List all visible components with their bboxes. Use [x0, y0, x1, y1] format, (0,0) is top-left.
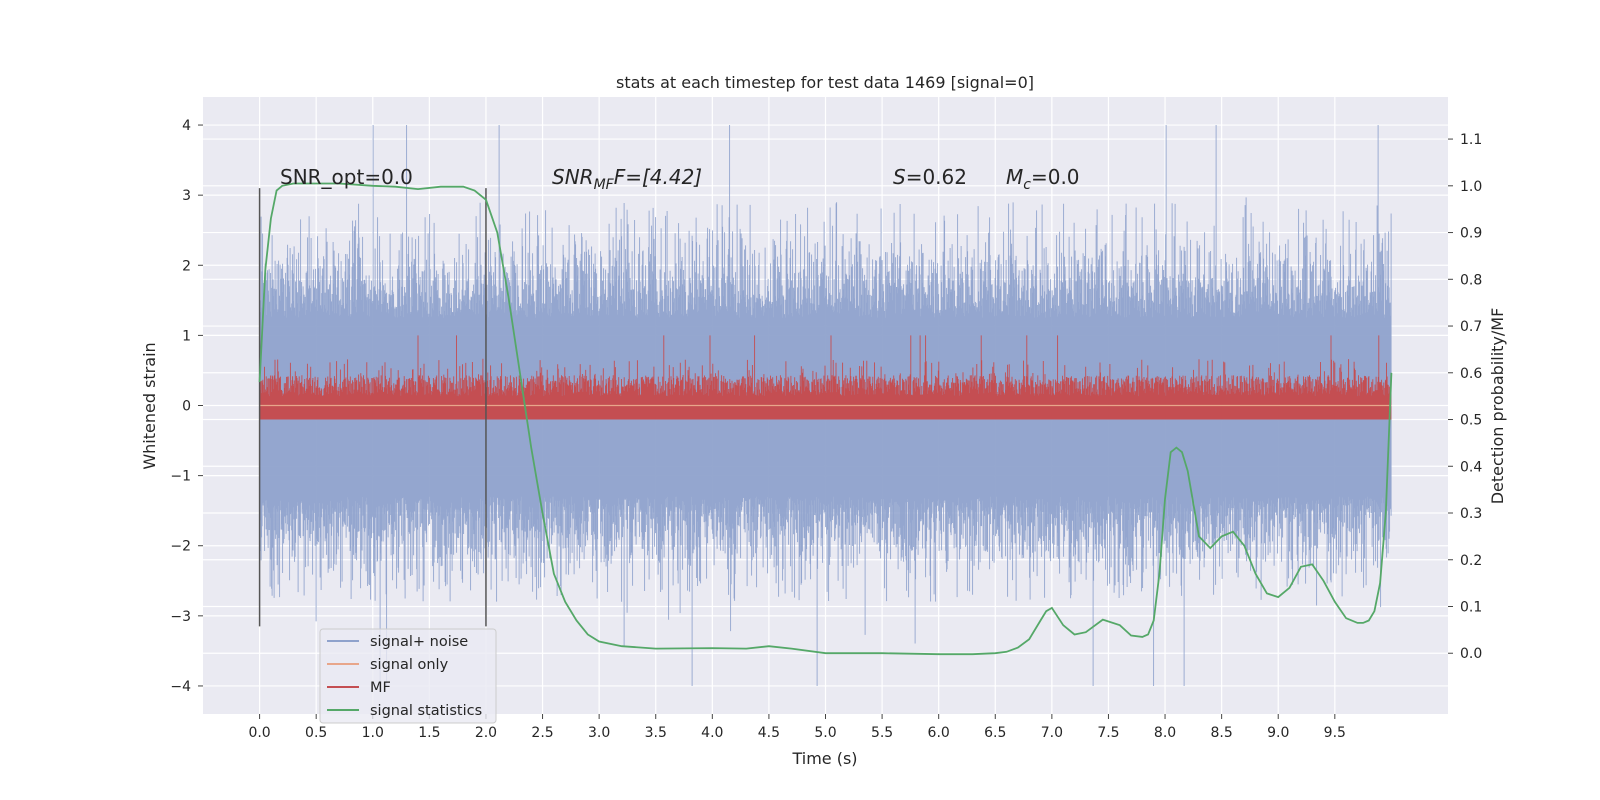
y-tick-label-1: 3 [182, 188, 191, 204]
x-tick-label-17: 8.5 [1211, 725, 1233, 741]
legend: signal+ noise signal only MF signal stat… [319, 628, 497, 724]
y-right-tick-label-3: 0.8 [1460, 272, 1482, 288]
mc-value: =0.0 [1031, 165, 1080, 189]
annotation-snr-opt: SNR_opt=0.0 [280, 165, 413, 189]
x-tick-label-14: 7.0 [1041, 725, 1063, 741]
annotation-snr-mf: SNRMFF=[4.42] [552, 165, 702, 193]
y-tick-label-0: 4 [182, 118, 191, 134]
annotation-mc: Mc=0.0 [1006, 165, 1080, 193]
x-tick-label-1: 0.5 [305, 725, 327, 741]
legend-label-mf: MF [370, 680, 391, 696]
x-tick-label-2: 1.0 [362, 725, 384, 741]
y-right-tick-label-4: 0.7 [1460, 319, 1482, 335]
y-right-tick-label-5: 0.6 [1460, 366, 1482, 382]
x-tick-label-15: 7.5 [1097, 725, 1119, 741]
x-tick-label-4: 2.0 [475, 725, 497, 741]
y-tick-label-3: 1 [182, 328, 191, 344]
s-label: S [893, 165, 906, 189]
y-right-tick-label-7: 0.4 [1460, 459, 1482, 475]
x-tick-label-12: 6.0 [928, 725, 950, 741]
legend-label-noise: signal+ noise [370, 634, 468, 650]
x-tick-label-7: 3.5 [645, 725, 667, 741]
chart-title: stats at each timestep for test data 146… [616, 73, 1034, 92]
x-tick-label-3: 1.5 [418, 725, 440, 741]
x-tick-label-18: 9.0 [1267, 725, 1289, 741]
y-right-tick-label-6: 0.5 [1460, 413, 1482, 429]
y-right-tick-label-1: 1.0 [1460, 179, 1482, 195]
x-tick-label-5: 2.5 [531, 725, 553, 741]
snr-mf-base: SNR [552, 165, 594, 189]
event-markers [258, 188, 487, 627]
x-tick-label-19: 9.5 [1324, 725, 1346, 741]
y-tick-label-5: −1 [170, 469, 191, 485]
y-tick-label-8: −4 [170, 679, 191, 695]
y-tick-label-6: −2 [170, 539, 191, 555]
x-tick-label-0: 0.0 [248, 725, 270, 741]
snr-mf-rest: F=[4.42] [614, 165, 702, 189]
x-axis-label: Time (s) [791, 749, 857, 768]
y-right-tick-label-2: 0.9 [1460, 226, 1482, 242]
x-tick-label-13: 6.5 [984, 725, 1006, 741]
y-right-tick-label-0: 1.1 [1460, 132, 1482, 148]
y-tick-label-2: 2 [182, 258, 191, 274]
mc-sub: c [1023, 177, 1031, 193]
y-right-tick-label-8: 0.3 [1460, 506, 1482, 522]
y-right-tick-label-11: 0.0 [1460, 646, 1482, 662]
legend-label-statistics: signal statistics [370, 703, 482, 719]
mc-base: M [1006, 165, 1023, 189]
x-tick-label-16: 8.0 [1154, 725, 1176, 741]
x-tick-label-11: 5.5 [871, 725, 893, 741]
y-axis-right-label: Detection probability/MF [1488, 308, 1507, 505]
annotation-s: S=0.62 [893, 165, 967, 189]
series-signal-statistics [258, 182, 1393, 656]
y-right-tick-label-10: 0.1 [1460, 599, 1482, 615]
x-tick-label-9: 4.5 [758, 725, 780, 741]
snr-mf-sub: MF [594, 177, 615, 193]
x-tick-label-6: 3.0 [588, 725, 610, 741]
y-right-tick-label-9: 0.2 [1460, 553, 1482, 569]
legend-label-signal-only: signal only [370, 657, 449, 673]
s-value: =0.62 [906, 165, 967, 189]
legend-box [319, 628, 497, 724]
x-tick-label-8: 4.0 [701, 725, 723, 741]
y-tick-label-7: −3 [170, 609, 191, 625]
y-axis-label: Whitened strain [140, 342, 159, 469]
y-tick-label-4: 0 [182, 399, 191, 415]
signal-statistics-line [258, 182, 1393, 656]
x-tick-label-10: 5.0 [814, 725, 836, 741]
tick-labels: 0.0 0.5 1.0 1.5 2.0 2.5 3.0 3.5 4.0 4.5 5.0 5.5 6.0 6… [170, 118, 1482, 741]
